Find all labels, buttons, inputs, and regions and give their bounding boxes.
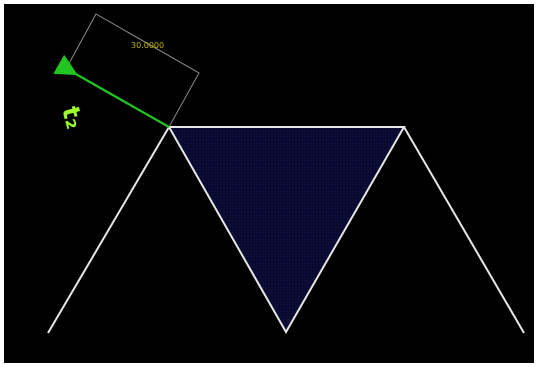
right-slope-line[interactable] <box>403 126 525 334</box>
vector-label: t₂ <box>56 103 89 131</box>
left-slope-line[interactable] <box>47 126 170 334</box>
vector-arrow[interactable] <box>53 54 170 128</box>
vector-label-group: t₂ <box>56 103 89 131</box>
drawing-canvas[interactable]: 30.0000 t₂ <box>4 4 534 363</box>
filled-triangle[interactable] <box>167 126 406 335</box>
dimension-value: 30.0000 <box>131 41 164 50</box>
diagram-svg: 30.0000 t₂ <box>47 13 525 335</box>
